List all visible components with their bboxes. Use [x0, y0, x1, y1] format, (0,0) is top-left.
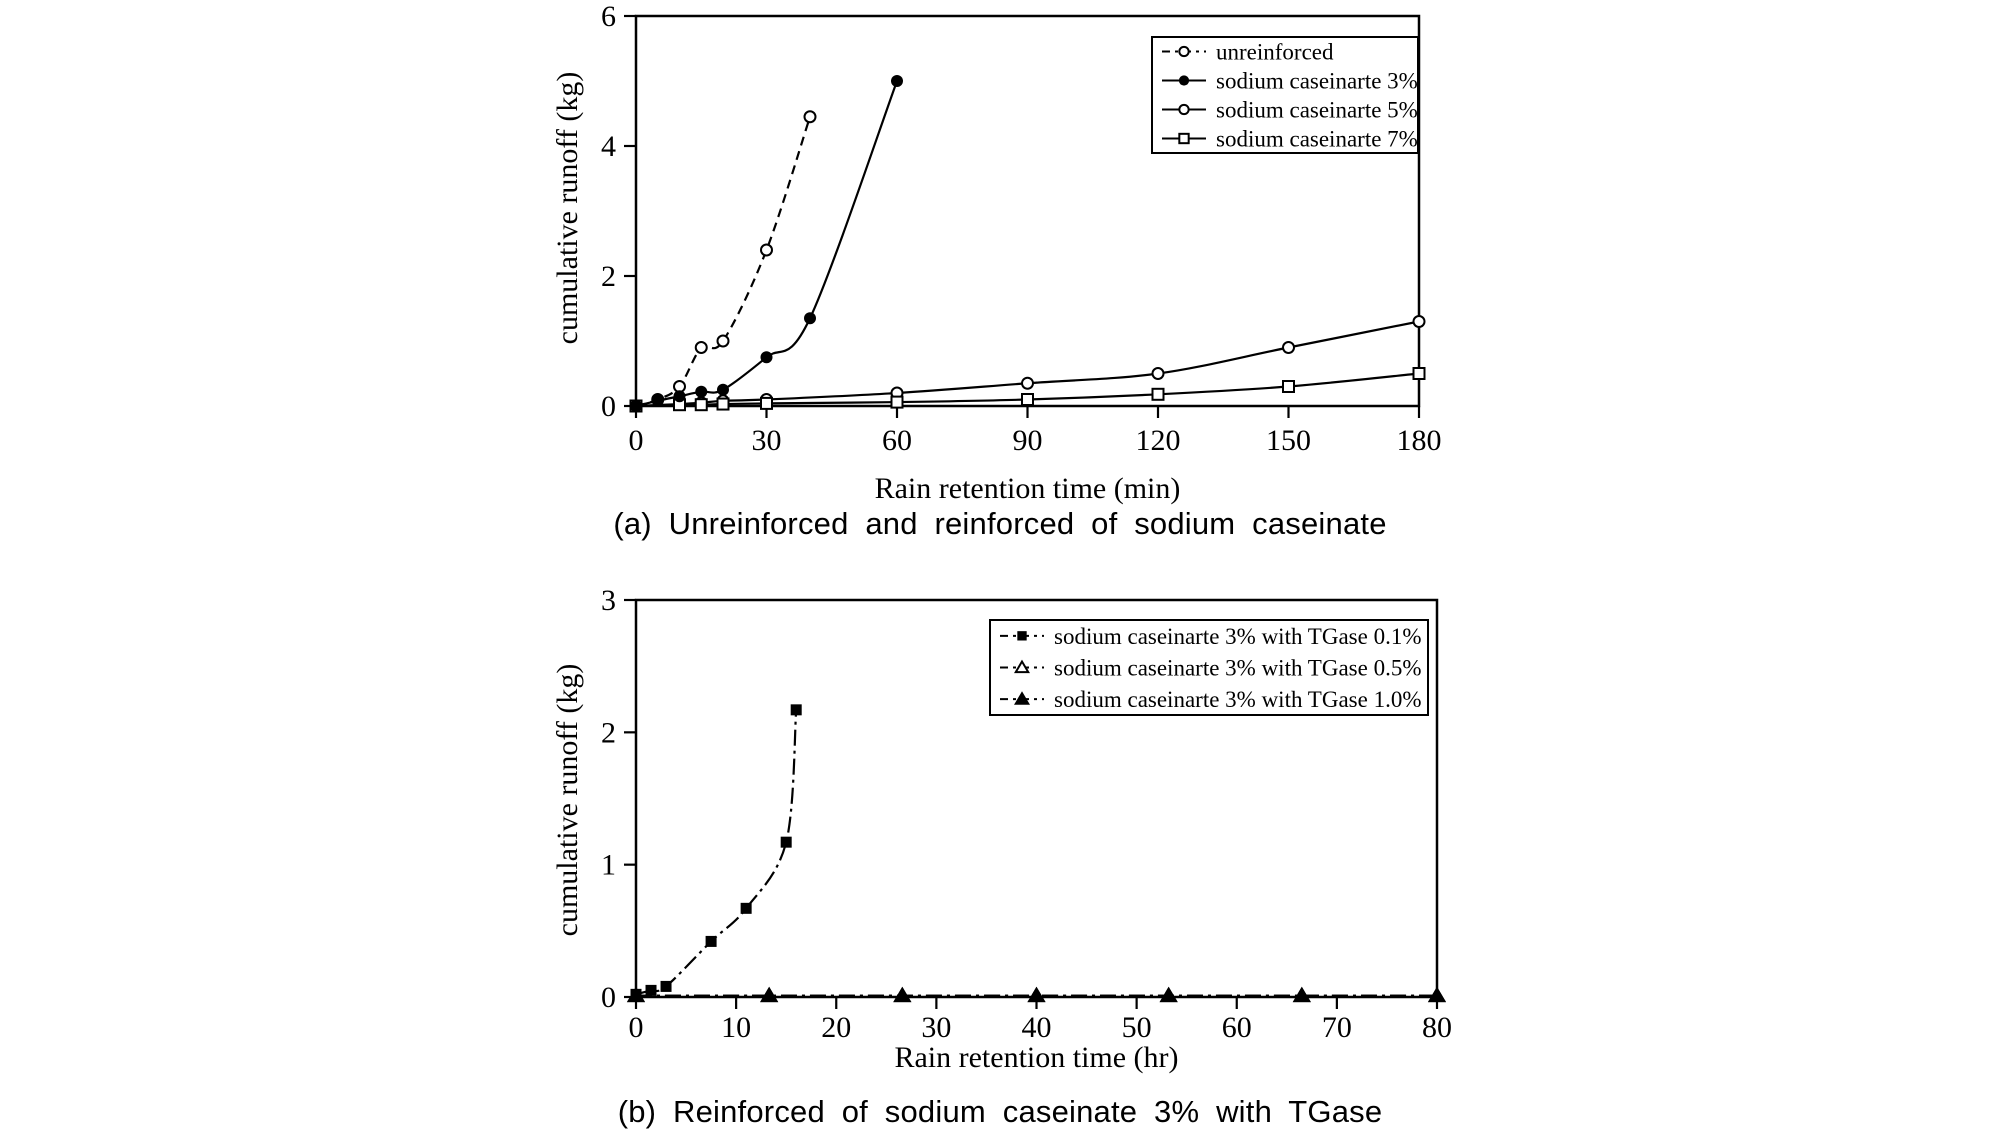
- svg-text:4: 4: [601, 130, 616, 163]
- svg-text:40: 40: [1022, 1011, 1052, 1044]
- legend: unreinforced sodium caseinarte 3% sodium c…: [1151, 36, 1419, 154]
- chart-a-canvas: 0 30 60 90 120 150 180 0 2 4 6 Rain retention time …: [551, 0, 1442, 505]
- series-line-sodium-caseinarte-3-with-tgase-0-1: [635, 709, 798, 996]
- svg-text:1: 1: [601, 849, 616, 882]
- series-markers-sodium-caseinarte-3: [630, 75, 903, 412]
- chart-a: 0 30 60 90 120 150 180 0 2 4 6 Rain retention time …: [430, 0, 1570, 560]
- legend-label-sodium-caseinarte-7: sodium caseinarte 7%: [1216, 127, 1418, 152]
- svg-text:120: 120: [1136, 424, 1181, 457]
- svg-text:2: 2: [601, 260, 616, 293]
- svg-text:10: 10: [721, 1011, 751, 1044]
- axes: 0 30 60 90 120 150 180 0 2 4 6 Rain retention time …: [551, 0, 1442, 505]
- svg-text:0: 0: [629, 1011, 644, 1044]
- svg-text:50: 50: [1122, 1011, 1152, 1044]
- legend-label-sodium-caseinarte-3-with-tgase-0-5: sodium caseinarte 3% with TGase 0.5%: [1054, 656, 1421, 681]
- series-markers-sodium-caseinarte-3-with-tgase-1-0: [626, 986, 1447, 1003]
- axes: 0 10 20 30 40 50 60 70 80 0 1 2 3 Rain retention time…: [551, 584, 1452, 1074]
- legend: sodium caseinarte 3% with TGase 0.1% sodi…: [989, 619, 1429, 716]
- svg-text:0: 0: [629, 424, 644, 457]
- series-markers-unreinforced: [629, 110, 817, 413]
- svg-text:80: 80: [1422, 1011, 1452, 1044]
- series-line-unreinforced: [635, 116, 812, 408]
- svg-text:20: 20: [821, 1011, 851, 1044]
- series-markers-sodium-caseinarte-3-with-tgase-0-1: [630, 704, 802, 1000]
- svg-text:150: 150: [1266, 424, 1311, 457]
- svg-text:0: 0: [601, 390, 616, 423]
- svg-text:180: 180: [1397, 424, 1442, 457]
- x-axis-title: Rain retention time (min): [875, 472, 1181, 505]
- svg-text:60: 60: [882, 424, 912, 457]
- svg-text:0: 0: [601, 981, 616, 1014]
- chart-a-caption: (a) Unreinforced and reinforced of sodiu…: [613, 506, 1387, 541]
- svg-text:2: 2: [601, 716, 616, 749]
- svg-text:90: 90: [1013, 424, 1043, 457]
- x-axis-title: Rain retention time (hr): [894, 1041, 1178, 1074]
- svg-text:30: 30: [752, 424, 782, 457]
- chart-b-caption: (b) Reinforced of sodium caseinate 3% wi…: [617, 1094, 1383, 1129]
- legend-label-sodium-caseinarte-3-with-tgase-1-0: sodium caseinarte 3% with TGase 1.0%: [1054, 687, 1421, 712]
- legend-label-sodium-caseinarte-3-with-tgase-0-1: sodium caseinarte 3% with TGase 0.1%: [1054, 624, 1421, 649]
- svg-text:60: 60: [1222, 1011, 1252, 1044]
- legend-label-unreinforced: unreinforced: [1216, 40, 1334, 65]
- chart-b-canvas: 0 10 20 30 40 50 60 70 80 0 1 2 3 Rain retention time…: [551, 584, 1452, 1074]
- y-axis-title: cumulative runoff (kg): [551, 664, 584, 937]
- legend-label-sodium-caseinarte-5: sodium caseinarte 5%: [1216, 98, 1418, 123]
- legend-label-sodium-caseinarte-3: sodium caseinarte 3%: [1216, 69, 1418, 94]
- svg-text:6: 6: [601, 0, 616, 33]
- chart-b: 0 10 20 30 40 50 60 70 80 0 1 2 3 Rain retention time…: [430, 560, 1570, 1133]
- svg-text:70: 70: [1322, 1011, 1352, 1044]
- y-axis-title: cumulative runoff (kg): [551, 72, 584, 345]
- svg-text:3: 3: [601, 584, 616, 617]
- svg-text:30: 30: [921, 1011, 951, 1044]
